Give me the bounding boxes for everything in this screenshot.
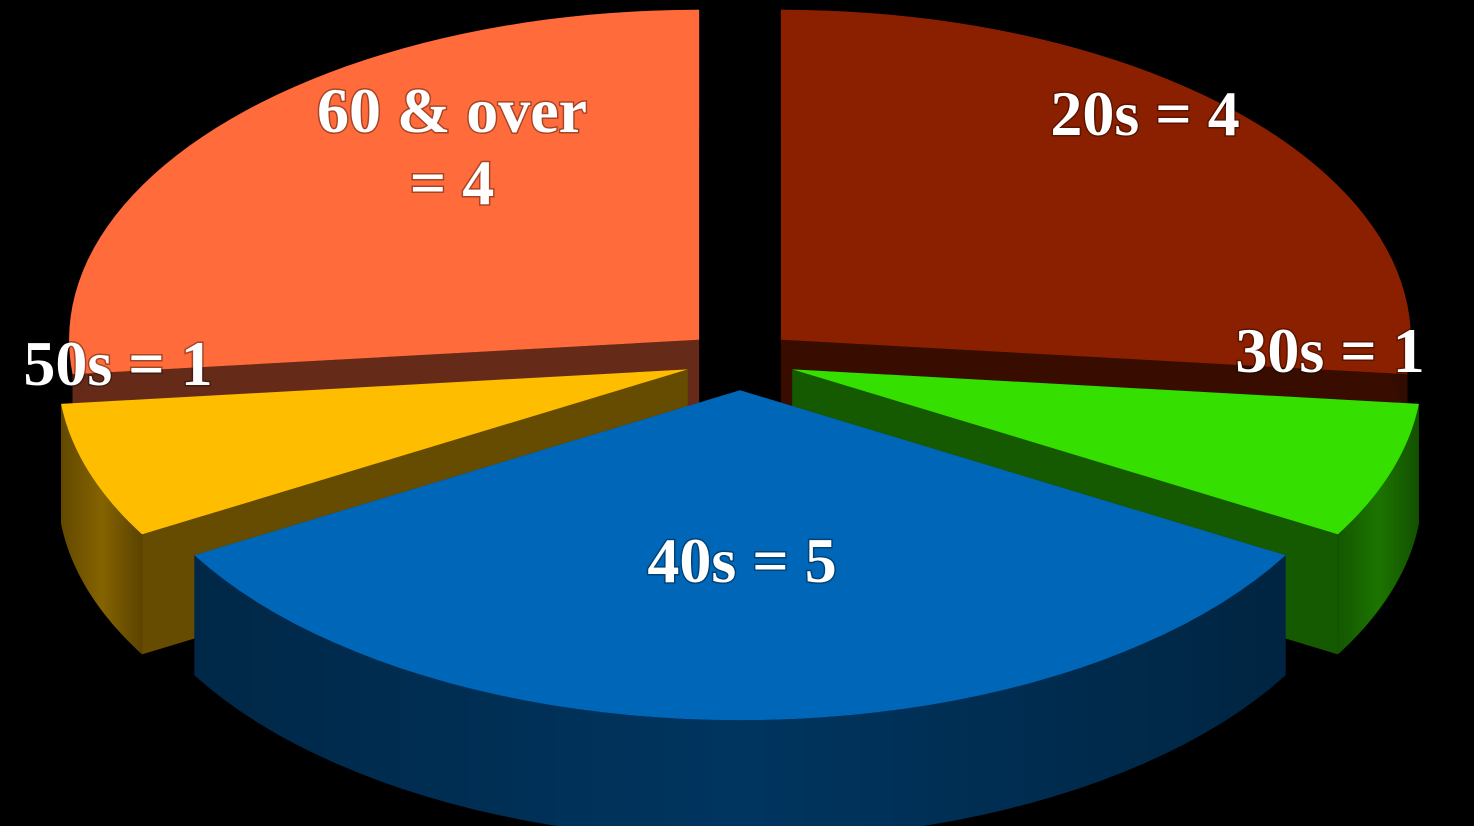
slice-label-line: 60 & over [317,75,587,146]
slice-label-line: 30s = 1 [1235,315,1424,386]
labels-layer: 20s = 4 30s = 1 40s = 5 50s = 1 60 & over = 4 [22,74,1426,598]
pie-slice-40s [194,390,1286,826]
slice-label-line: 40s = 5 [647,525,836,596]
slice-label-line: = 4 [410,147,494,218]
slice-side-shade [1337,403,1419,655]
slice-side-shade [61,403,143,655]
slice-top [69,9,700,375]
slice-top [194,390,1286,721]
slice-label-line: 50s = 1 [23,328,212,399]
slice-label-line: 20s = 4 [1050,78,1239,149]
slice-label-20s: 20s = 4 [1050,78,1239,149]
slice-side-shade [194,555,1286,826]
slice-top [792,369,1419,535]
slice-label-50s: 50s = 1 [23,328,212,399]
slice-top [780,9,1411,375]
slice-label-60-over: 60 & over = 4 [317,75,587,218]
slice-top [61,369,688,535]
slice-label-40s: 40s = 5 [647,525,836,596]
slice-label-30s: 30s = 1 [1235,315,1424,386]
slices-layer [61,9,1419,826]
